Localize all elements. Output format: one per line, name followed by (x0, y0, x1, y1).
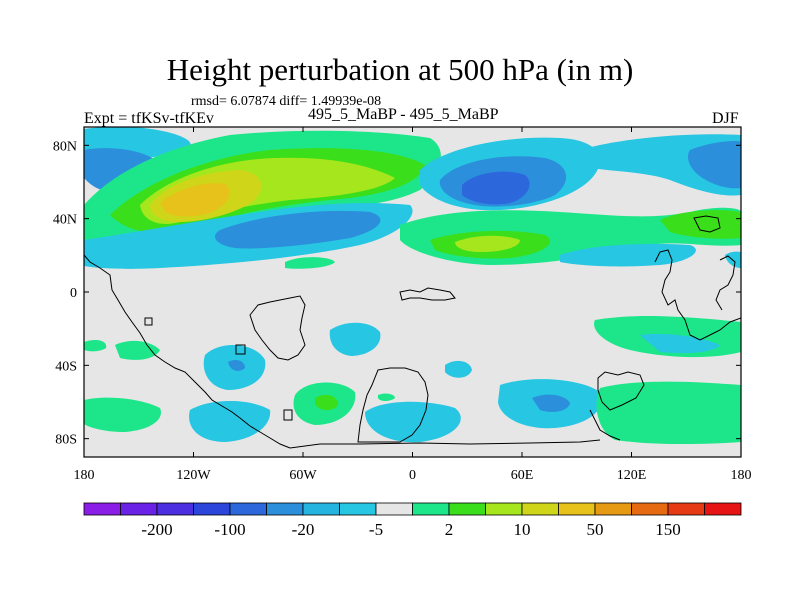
field-eastmid-yellowgreen (455, 235, 520, 252)
case-label: 495_5_MaBP - 495_5_MaBP (308, 106, 499, 123)
coastline-med (399, 287, 456, 301)
colorbar-swatch (485, 502, 523, 516)
field-npacific-lime (660, 210, 741, 239)
coastlines (84, 215, 741, 449)
coastline-south-america (249, 295, 306, 361)
field-south-green-5 (596, 381, 741, 445)
colorbar-swatch (594, 502, 632, 516)
field-eastlow-cyan (560, 243, 696, 267)
field-south-green-2 (115, 340, 160, 360)
x-axis-ticks: 180 120W 60W 0 60E 120E 180 (74, 127, 752, 483)
field-npacific-blue (687, 140, 741, 189)
colorbar-swatch (521, 502, 559, 516)
x-tick-label: 120E (617, 468, 647, 483)
coastline-asia-east (654, 249, 741, 341)
field-arctic-east-darkblue (462, 171, 530, 205)
field-tropics-green-1 (285, 257, 335, 269)
x-tick-label: 180 (74, 468, 95, 483)
colorbar-swatch (667, 502, 705, 516)
colorbar-swatch (558, 502, 596, 516)
colorbar-swatch (229, 502, 267, 516)
stats-line: rmsd= 6.07874 diff= 1.49939e-08 (191, 94, 382, 109)
field-south-green-4 (84, 397, 161, 432)
colorbar-swatch (156, 502, 194, 516)
coastline-south-small (235, 344, 246, 355)
colorbar-label: 50 (587, 520, 604, 539)
colorbar-label: -5 (369, 520, 383, 539)
x-tick-label: 0 (409, 468, 416, 483)
y-tick-label: 80S (55, 433, 77, 448)
colorbar: -200 -100 -20 -5 2 10 50 150 (83, 502, 742, 539)
colorbar-swatch (339, 502, 377, 516)
field-tropics-cyan-2 (329, 322, 381, 356)
coastline-south-africa (589, 409, 621, 441)
colorbar-swatch (266, 502, 304, 516)
experiment-label: Expt = tfKSv-tfKEv (84, 110, 214, 127)
y-tick-label: 0 (70, 286, 77, 301)
field-south-green-6 (378, 393, 395, 401)
colorbar-label: 2 (445, 520, 454, 539)
field-tropics-cyan-3 (640, 334, 720, 354)
field-south-green-1 (84, 340, 107, 352)
colorbar-swatch (83, 502, 121, 516)
colorbar-swatch (704, 502, 742, 516)
coastline-eurasia-north (693, 215, 721, 233)
field-south-cyan-4 (365, 401, 461, 443)
colorbar-swatch (375, 502, 413, 516)
field-south-cyan-3 (189, 401, 271, 442)
colorbar-label: 10 (514, 520, 531, 539)
chart-title: Height perturbation at 500 hPa (in m) (166, 52, 634, 87)
x-tick-label: 120W (176, 468, 211, 483)
field-south-blue-2 (532, 394, 570, 412)
x-tick-label: 60E (511, 468, 534, 483)
colorbar-label: -20 (292, 520, 315, 539)
colorbar-swatch (120, 502, 158, 516)
field-south-cyan-2 (445, 360, 472, 378)
coastline-australia (597, 371, 645, 411)
y-tick-label: 40N (53, 213, 77, 228)
colorbar-label: -200 (141, 520, 172, 539)
field-midlat-west-orange (160, 183, 230, 217)
colorbar-swatch (631, 502, 669, 516)
x-tick-label: 180 (731, 468, 752, 483)
field-south-blue-1 (228, 360, 245, 371)
map-field (84, 127, 741, 457)
coastline-west-island (144, 317, 153, 326)
colorbar-swatch (448, 502, 486, 516)
colorbar-label: -100 (214, 520, 245, 539)
field-south-lime-1 (315, 394, 338, 411)
colorbar-swatch (193, 502, 231, 516)
colorbar-swatch (412, 502, 450, 516)
coastline-seasia (715, 255, 736, 311)
season-label: DJF (712, 110, 739, 127)
coastline-americas (84, 254, 291, 449)
y-tick-label: 80N (53, 139, 77, 154)
field-lowlat-west-blue (215, 210, 381, 249)
colorbar-label: 150 (655, 520, 681, 539)
coastline-south-small-2 (283, 409, 293, 421)
coastline-antarctica (289, 439, 601, 449)
y-tick-label: 40S (55, 359, 77, 374)
y-axis-ticks: 80N 40N 0 40S 80S (53, 139, 741, 448)
x-tick-label: 60W (289, 468, 317, 483)
coastline-africa (357, 367, 429, 443)
colorbar-swatch (302, 502, 340, 516)
